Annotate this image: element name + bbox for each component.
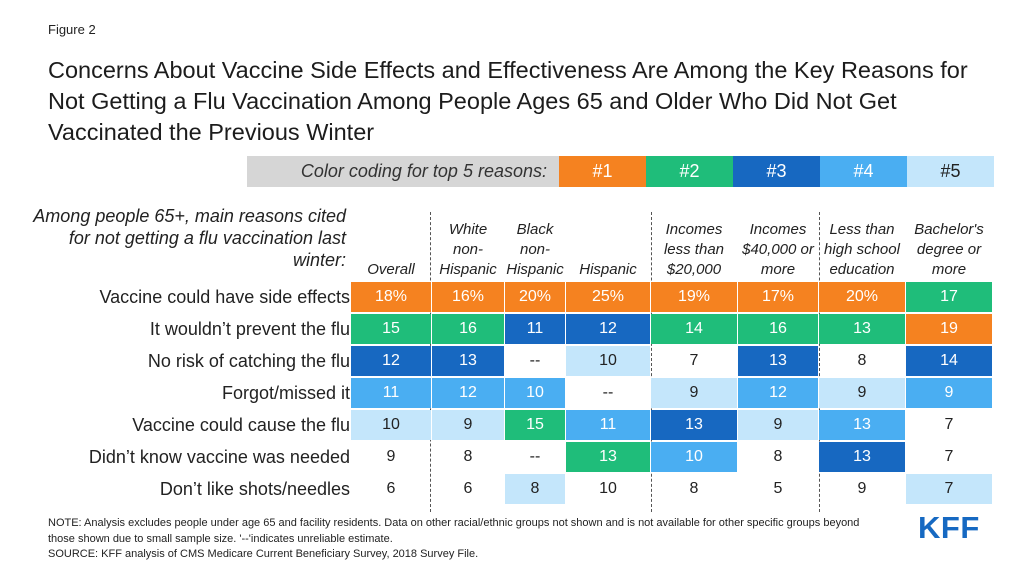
data-cell: 19 [906, 314, 992, 344]
data-cell: 9 [857, 480, 867, 497]
data-cell: 10 [566, 346, 650, 376]
data-cell: 17 [906, 282, 992, 312]
data-cell: 10 [651, 442, 737, 472]
data-cell: 11 [351, 378, 431, 408]
data-cell: 12 [432, 378, 504, 408]
column-header: Hispanic [566, 210, 650, 280]
data-cell: 16% [432, 282, 504, 312]
data-cell: 7 [906, 474, 992, 504]
data-cell: 19% [651, 282, 737, 312]
data-cell: 25% [566, 282, 650, 312]
data-cell: 12 [738, 378, 818, 408]
row-label: Vaccine could cause the flu [132, 415, 350, 435]
data-cell: 13 [566, 442, 650, 472]
color-legend: Color coding for top 5 reasons: #1 #2 #3… [247, 156, 994, 187]
note-text: NOTE: Analysis excludes people under age… [48, 517, 860, 545]
column-header-text: Incomes less than $20,000 [663, 221, 725, 278]
data-cell: 16 [432, 314, 504, 344]
data-cell: 13 [819, 314, 905, 344]
column-divider [819, 212, 820, 512]
legend-swatch-5: #5 [907, 156, 994, 187]
row-label: Didn’t know vaccine was needed [88, 447, 350, 467]
legend-swatch-3: #3 [733, 156, 820, 187]
column-header-text: Hispanic [579, 261, 637, 278]
data-cell: 9 [386, 448, 396, 465]
data-cell: 9 [651, 378, 737, 408]
data-cell: 13 [819, 442, 905, 472]
row-label: Don’t like shots/needles [159, 479, 350, 499]
data-cell: 11 [566, 410, 650, 440]
column-header: Incomes less than $20,000 [651, 210, 737, 280]
data-cell: 20% [819, 282, 905, 312]
data-cell: 17% [738, 282, 818, 312]
column-header: Bachelor's degree or more [906, 210, 992, 280]
chart-title: Concerns About Vaccine Side Effects and … [48, 57, 968, 145]
legend-label: Color coding for top 5 reasons: [247, 156, 559, 187]
data-cell: 14 [906, 346, 992, 376]
column-header-text: Black non-Hispanic [506, 221, 564, 278]
column-divider [651, 212, 652, 512]
row-label: Forgot/missed it [221, 383, 350, 403]
source-text: SOURCE: KFF analysis of CMS Medicare Cur… [48, 548, 479, 560]
data-cell: 8 [689, 480, 699, 497]
data-cell: 8 [773, 448, 783, 465]
data-cell: 6 [386, 480, 396, 497]
column-header-text: Bachelor's degree or more [914, 221, 984, 278]
data-cell: 15 [505, 410, 565, 440]
data-cell: 12 [351, 346, 431, 376]
data-cell: 9 [432, 410, 504, 440]
data-cell: 13 [651, 410, 737, 440]
row-label: No risk of catching the flu [147, 351, 350, 371]
data-cell: 13 [819, 410, 905, 440]
data-cell: 5 [773, 480, 783, 497]
data-cell: 8 [505, 474, 565, 504]
data-cell: 12 [566, 314, 650, 344]
data-cell: 13 [432, 346, 504, 376]
data-cell: -- [529, 352, 541, 369]
data-cell: 7 [944, 416, 954, 433]
data-cell: 11 [505, 314, 565, 344]
column-header-text: White non-Hispanic [439, 221, 497, 278]
data-cell: 6 [463, 480, 473, 497]
data-cell: 10 [599, 480, 617, 497]
column-header: Overall [351, 210, 431, 280]
data-cell: -- [529, 448, 541, 465]
legend-swatch-2: #2 [646, 156, 733, 187]
data-cell: 14 [651, 314, 737, 344]
column-header: Black non-Hispanic [505, 210, 565, 280]
data-cell: 15 [351, 314, 431, 344]
column-header: White non-Hispanic [432, 210, 504, 280]
data-cell: 8 [463, 448, 473, 465]
figure-label: Figure 2 [48, 22, 96, 37]
data-cell: 8 [857, 352, 867, 369]
column-header-text: Less than high school education [824, 221, 900, 278]
column-header: Less than high school education [819, 210, 905, 280]
data-cell: -- [602, 384, 614, 401]
column-header-text: Overall [367, 261, 415, 278]
column-header-text: Incomes $40,000 or more [742, 221, 814, 278]
data-cell: 10 [351, 410, 431, 440]
row-label: Vaccine could have side effects [99, 287, 351, 307]
question-text: Among people 65+, main reasons cited for… [33, 206, 346, 270]
data-cell: 9 [738, 410, 818, 440]
data-cell: 13 [738, 346, 818, 376]
footnote: NOTE: Analysis excludes people under age… [48, 516, 868, 563]
data-cell: 20% [505, 282, 565, 312]
data-cell: 7 [944, 448, 954, 465]
row-label: It wouldn’t prevent the flu [149, 319, 350, 339]
legend-swatch-1: #1 [559, 156, 646, 187]
data-cell: 10 [505, 378, 565, 408]
data-cell: 7 [689, 352, 699, 369]
legend-swatch-4: #4 [820, 156, 907, 187]
kff-logo: KFF [918, 510, 980, 545]
data-cell: 16 [738, 314, 818, 344]
column-header: Incomes $40,000 or more [738, 210, 818, 280]
data-cell: 9 [819, 378, 905, 408]
data-cell: 9 [906, 378, 992, 408]
data-cell: 18% [351, 282, 431, 312]
